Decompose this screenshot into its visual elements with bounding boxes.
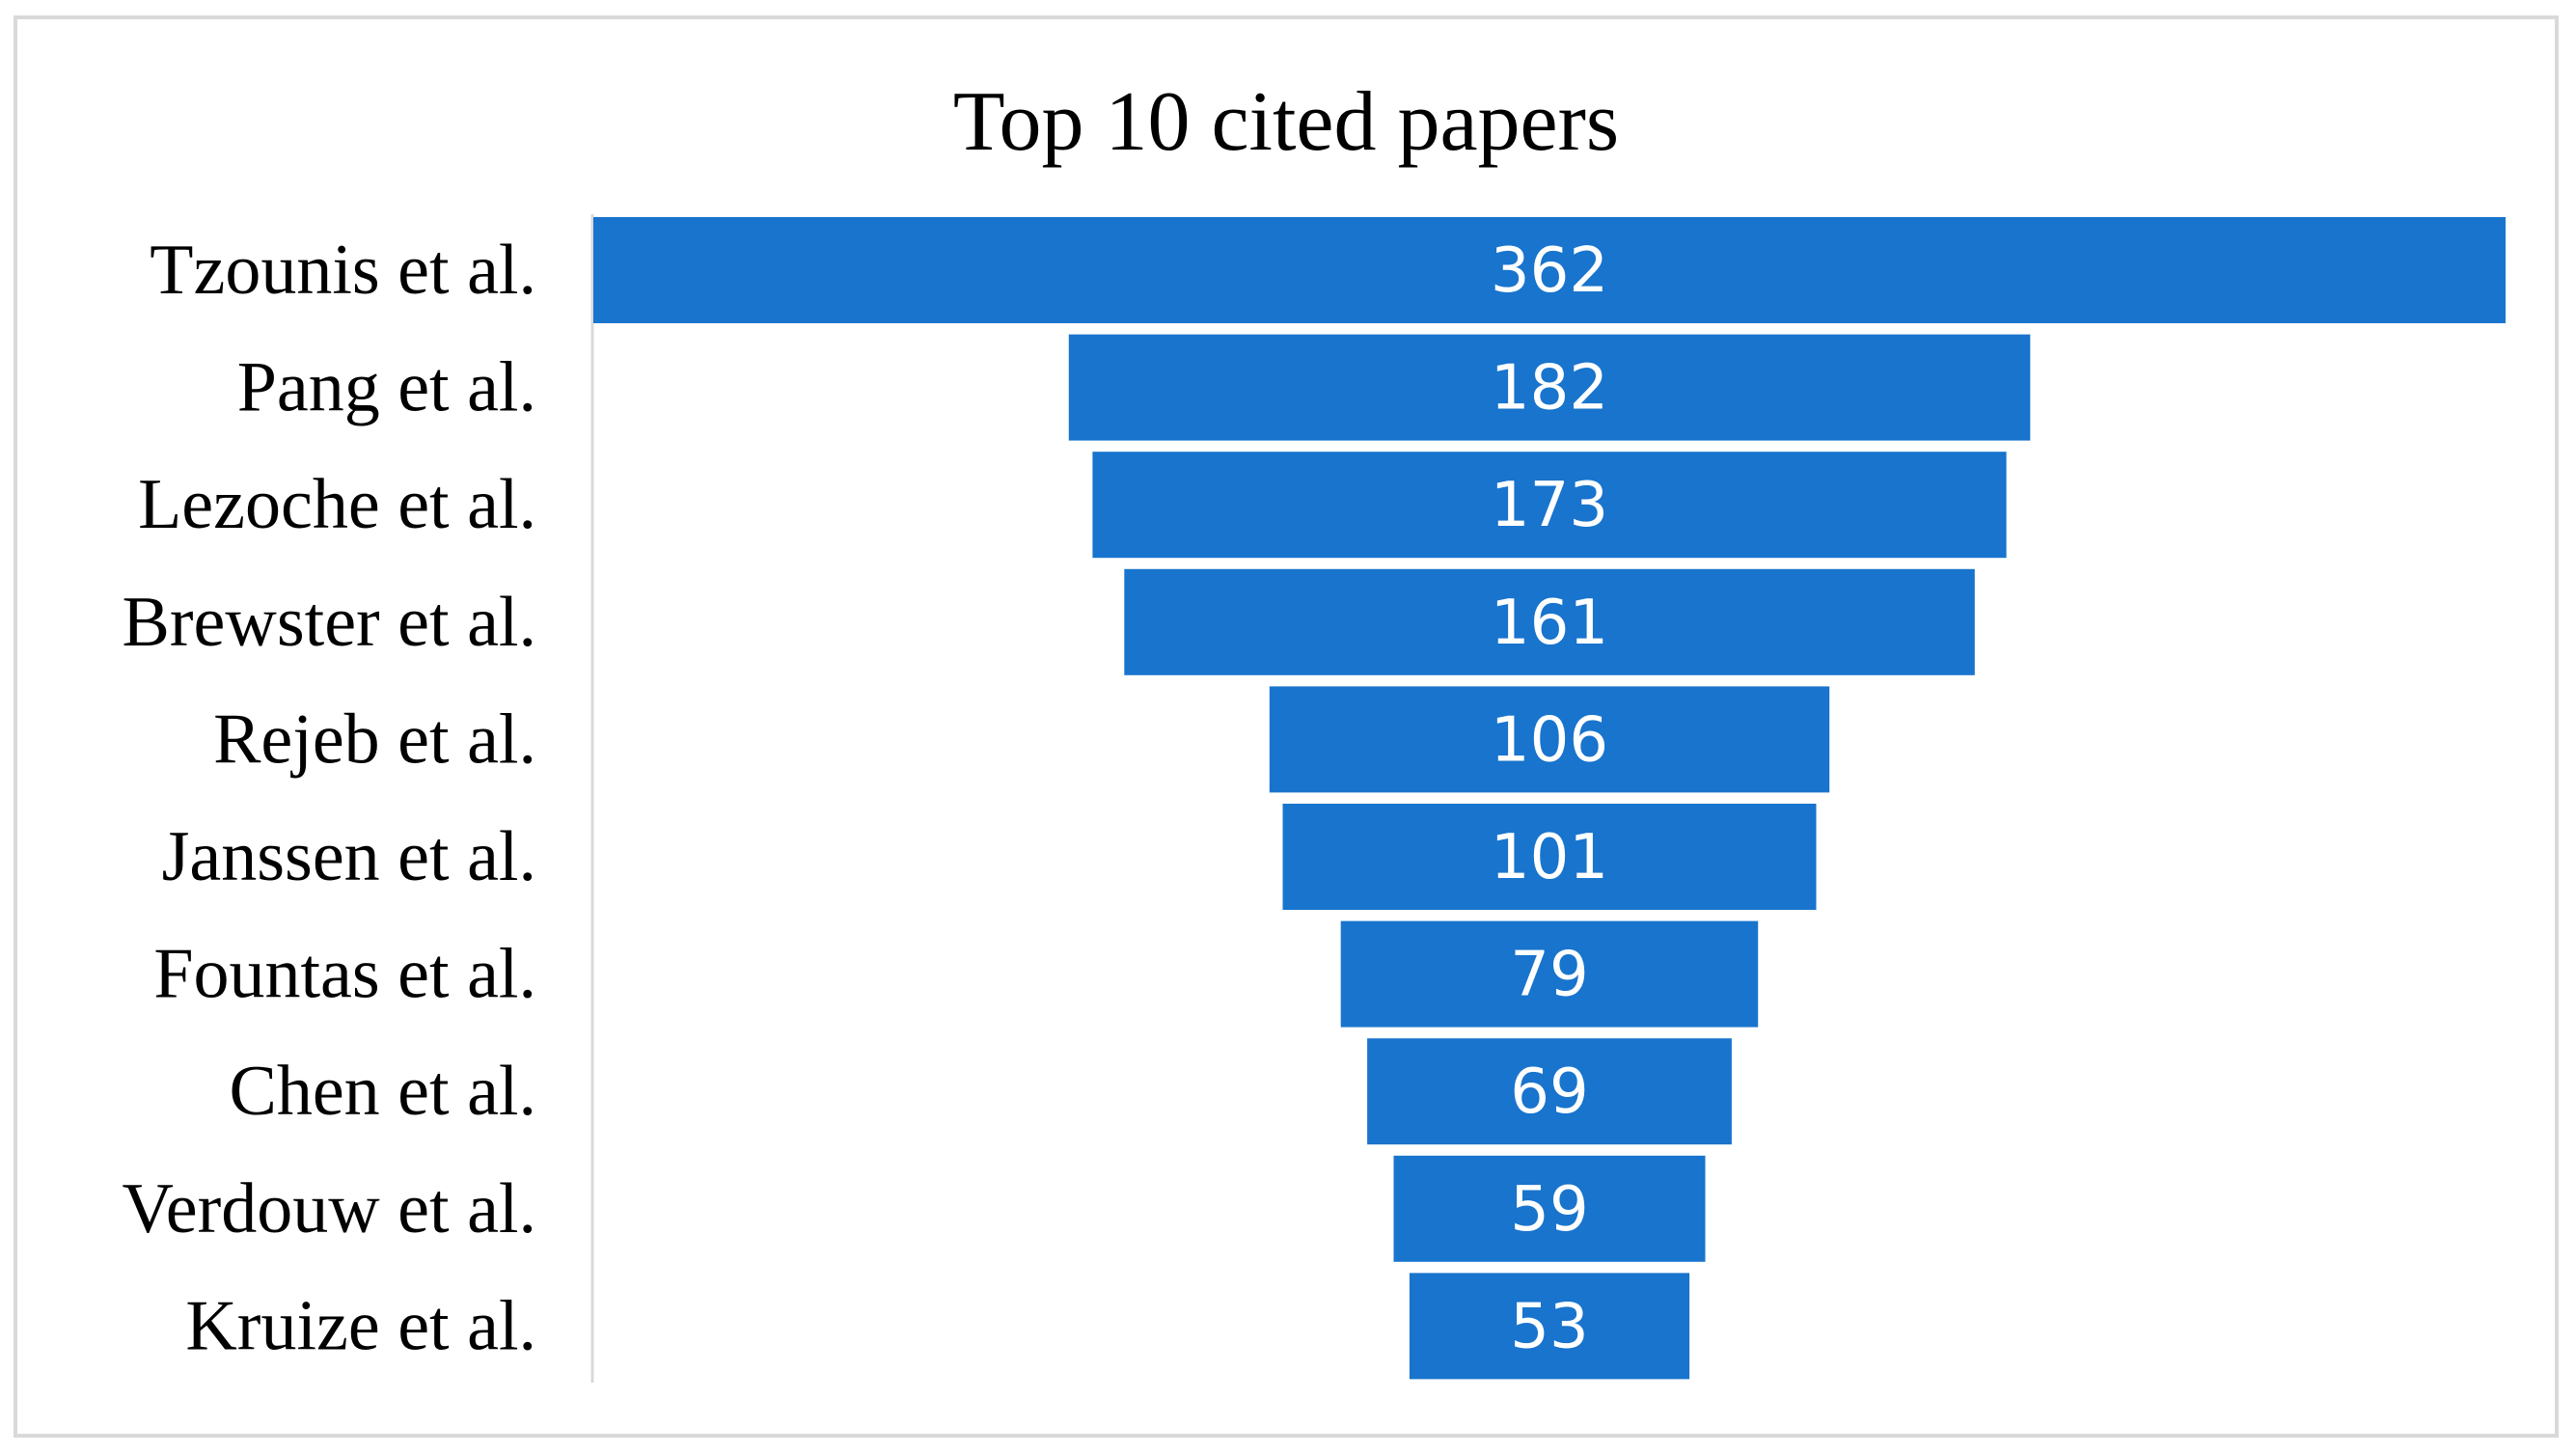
category-label-4: Brewster et al. <box>123 583 536 662</box>
data-label-6: 101 <box>1491 822 1608 893</box>
data-label-4: 161 <box>1491 588 1608 659</box>
funnel-bar-5 <box>1269 686 1830 793</box>
category-label-6: Janssen et al. <box>162 817 536 896</box>
data-label-1: 362 <box>1491 235 1608 307</box>
funnel-bar-1 <box>593 217 2506 323</box>
category-label-2: Pang et al. <box>237 348 536 427</box>
category-label-9: Verdouw et al. <box>123 1169 536 1248</box>
funnel-bar-2 <box>1068 334 2031 441</box>
category-label-10: Kruize et al. <box>185 1286 536 1365</box>
data-label-7: 79 <box>1510 940 1588 1011</box>
data-label-10: 53 <box>1510 1291 1588 1362</box>
data-label-5: 106 <box>1491 704 1608 776</box>
category-label-7: Fountas et al. <box>153 935 536 1014</box>
category-label-8: Chen et al. <box>229 1052 536 1131</box>
category-label-5: Rejeb et al. <box>213 700 536 779</box>
funnel-bar-6 <box>1282 804 1817 910</box>
funnel-bar-10 <box>1409 1273 1690 1380</box>
funnel-bar-3 <box>1092 452 2007 559</box>
funnel-bar-4 <box>1124 568 1975 675</box>
funnel-bar-7 <box>1340 920 1759 1028</box>
category-labels: Tzounis et al. Pang et al. Lezoche et al. B… <box>123 231 536 1365</box>
data-label-2: 182 <box>1491 353 1608 425</box>
bars-group: 362 182 173 161 106 101 79 69 59 53 <box>593 217 2506 1380</box>
data-label-9: 59 <box>1510 1174 1588 1246</box>
data-label-8: 69 <box>1510 1056 1588 1128</box>
data-label-3: 173 <box>1491 470 1608 541</box>
chart-title: Top 10 cited papers <box>953 75 1619 169</box>
funnel-bar-9 <box>1393 1155 1706 1262</box>
funnel-bar-8 <box>1367 1038 1732 1145</box>
category-label-1: Tzounis et al. <box>150 231 536 310</box>
category-label-3: Lezoche et al. <box>138 465 536 544</box>
